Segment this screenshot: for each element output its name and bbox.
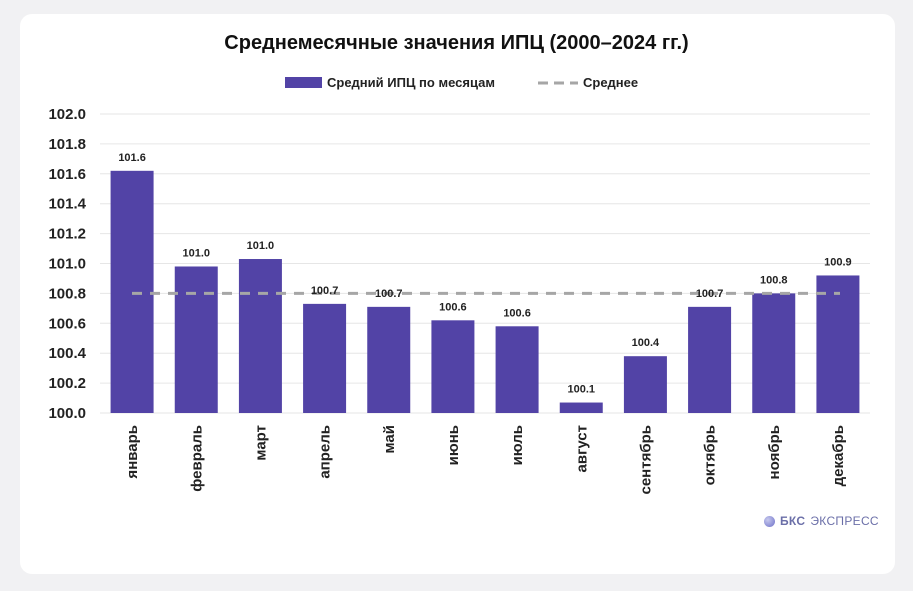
brand-mark: БКС ЭКСПРЕСС bbox=[764, 514, 879, 528]
bar bbox=[367, 306, 411, 413]
bar bbox=[752, 293, 796, 413]
y-tick-label: 100.8 bbox=[48, 285, 86, 302]
legend-swatch-bars bbox=[285, 77, 322, 88]
y-tick-label: 100.6 bbox=[48, 315, 86, 332]
chart-title: Среднемесячные значения ИПЦ (2000–2024 г… bbox=[224, 32, 689, 54]
bar bbox=[623, 356, 667, 413]
grid bbox=[100, 113, 870, 414]
data-labels: 101.6 101.0 101.0 100.7 100.7 100.6 100.6 100.1… bbox=[118, 152, 851, 396]
y-tick-label: 100.4 bbox=[48, 345, 86, 362]
y-tick-label: 101.8 bbox=[48, 136, 86, 153]
bar bbox=[238, 259, 282, 413]
x-tick-label: декабрь bbox=[830, 425, 847, 486]
x-tick-label: октябрь bbox=[702, 425, 719, 485]
x-tick-label: апрель bbox=[317, 425, 334, 479]
x-tick-label: сентябрь bbox=[637, 425, 654, 495]
bks-logo-icon bbox=[764, 515, 775, 527]
x-tick-label: февраль bbox=[188, 425, 205, 492]
y-tick-label: 100.2 bbox=[48, 375, 86, 392]
legend-label-average: Среднее bbox=[583, 75, 638, 90]
data-label: 100.7 bbox=[311, 285, 339, 297]
bar bbox=[688, 306, 732, 413]
bar bbox=[495, 326, 539, 413]
x-tick-label: июль bbox=[509, 425, 526, 465]
data-label: 101.0 bbox=[247, 240, 275, 252]
brand-sub: ЭКСПРЕСС bbox=[810, 514, 879, 528]
y-tick-label: 102.0 bbox=[48, 106, 86, 123]
data-label: 100.7 bbox=[375, 288, 403, 300]
x-tick-label: ноябрь bbox=[766, 425, 783, 479]
bar bbox=[559, 402, 603, 413]
x-tick-label: май bbox=[381, 425, 398, 453]
data-label: 101.6 bbox=[118, 152, 146, 164]
x-tick-label: март bbox=[252, 425, 269, 461]
y-tick-label: 100.0 bbox=[48, 405, 86, 422]
bar bbox=[816, 275, 860, 413]
brand-name: БКС bbox=[780, 514, 806, 528]
data-label: 100.4 bbox=[632, 337, 660, 349]
data-label: 100.1 bbox=[567, 384, 595, 396]
legend: Средний ИПЦ по месяцам Среднее bbox=[285, 75, 638, 90]
data-label: 100.8 bbox=[760, 274, 788, 286]
data-label: 101.0 bbox=[182, 247, 210, 259]
data-label: 100.9 bbox=[824, 256, 852, 268]
y-tick-label: 101.4 bbox=[48, 196, 86, 213]
x-tick-label: август bbox=[573, 425, 590, 472]
data-label: 100.7 bbox=[696, 288, 724, 300]
x-axis: январь февраль март апрель май июнь июль август… bbox=[124, 425, 847, 495]
bars bbox=[110, 170, 860, 413]
x-tick-label: январь bbox=[124, 425, 141, 479]
y-tick-label: 101.0 bbox=[48, 256, 86, 273]
bar bbox=[174, 266, 218, 413]
legend-label-bars: Средний ИПЦ по месяцам bbox=[327, 75, 495, 90]
y-axis: 100.0 100.2 100.4 100.6 100.8 101.0 101.2 101.4… bbox=[48, 106, 86, 422]
data-label: 100.6 bbox=[439, 301, 467, 313]
bar bbox=[431, 320, 475, 413]
bar bbox=[303, 303, 347, 413]
y-tick-label: 101.6 bbox=[48, 166, 86, 183]
data-label: 100.6 bbox=[503, 307, 531, 319]
x-tick-label: июнь bbox=[445, 425, 462, 465]
y-tick-label: 101.2 bbox=[48, 226, 86, 243]
